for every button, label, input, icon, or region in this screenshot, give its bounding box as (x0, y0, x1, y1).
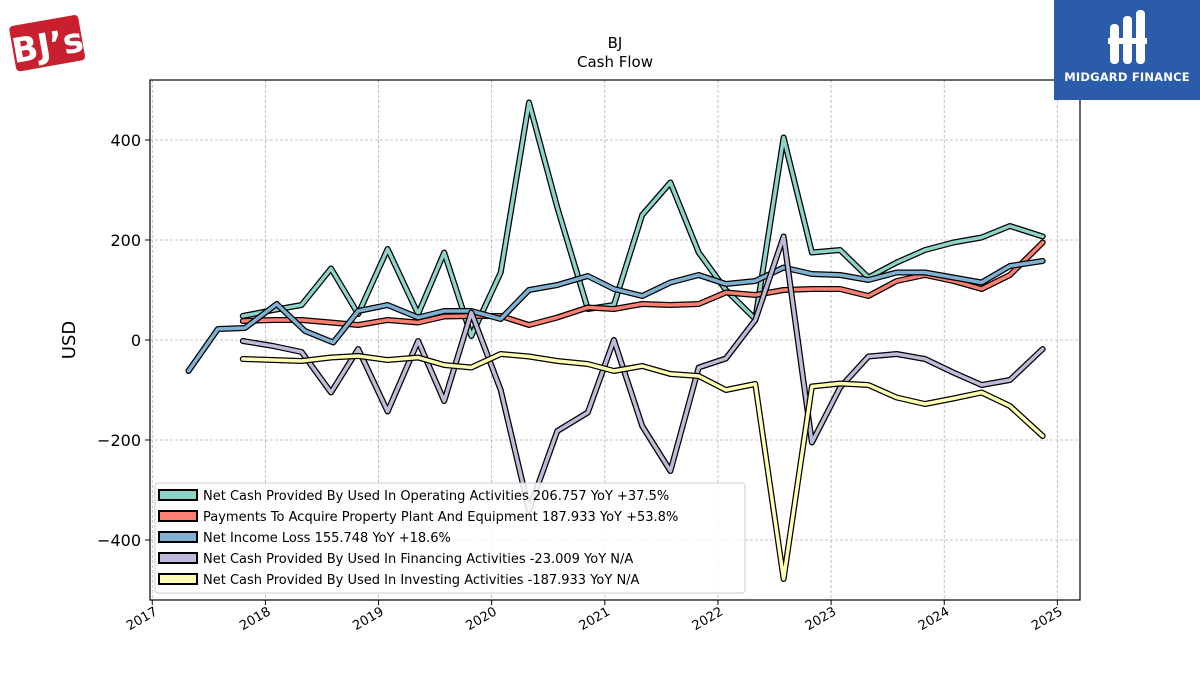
x-tick-label: 2023 (803, 604, 839, 634)
series-1 (239, 239, 1046, 328)
y-tick-label: −400 (97, 531, 141, 550)
legend-swatch (158, 489, 198, 501)
legend: Net Cash Provided By Used In Operating A… (154, 482, 746, 594)
series-2 (185, 258, 1046, 374)
series-line (241, 352, 1045, 581)
x-tick-label: 2019 (350, 604, 386, 634)
series-0 (239, 99, 1046, 339)
legend-swatch (158, 510, 198, 522)
bjs-logo: BJ’s (8, 10, 88, 74)
x-tick-label: 2018 (237, 604, 273, 634)
midgard-finance-logo: MIDGARD FINANCE (1054, 0, 1200, 100)
legend-swatch (158, 531, 198, 543)
x-tick-label: 2022 (690, 604, 726, 634)
y-tick-label: 200 (110, 231, 141, 250)
series-4 (239, 351, 1046, 582)
series-line (241, 100, 1045, 338)
legend-swatch (158, 552, 198, 564)
series-lines (185, 99, 1046, 582)
x-tick-label: 2025 (1029, 604, 1065, 634)
legend-entry: Net Cash Provided By Used In Financing A… (203, 552, 633, 567)
legend-entry: Net Cash Provided By Used In Operating A… (203, 489, 669, 504)
series-line (241, 234, 1045, 512)
legend-entry: Net Income Loss 155.748 YoY +18.6% (203, 531, 451, 546)
x-tick-label: 2024 (916, 604, 952, 634)
legend-entry: Payments To Acquire Property Plant And E… (203, 510, 678, 525)
y-tick-label: 0 (131, 331, 141, 350)
x-tick-label: 2017 (124, 604, 160, 634)
midgard-finance-wordmark: MIDGARD FINANCE (1064, 70, 1190, 84)
legend-swatch (158, 573, 198, 585)
series-line (186, 259, 1045, 373)
midgard-logo-icon (1108, 10, 1147, 64)
series-3 (239, 233, 1046, 513)
legend-box (154, 482, 746, 594)
legend-entry: Net Cash Provided By Used In Investing A… (203, 573, 640, 588)
y-tick-label: 400 (110, 131, 141, 150)
x-tick-label: 2020 (464, 604, 500, 634)
y-axis-label: USD (59, 321, 80, 359)
chart-title: BJ (608, 34, 623, 52)
y-tick-label: −200 (97, 431, 141, 450)
grid (150, 80, 1080, 600)
x-tick-label: 2021 (577, 604, 613, 634)
chart-subtitle: Cash Flow (577, 53, 653, 71)
series-line (241, 240, 1045, 327)
